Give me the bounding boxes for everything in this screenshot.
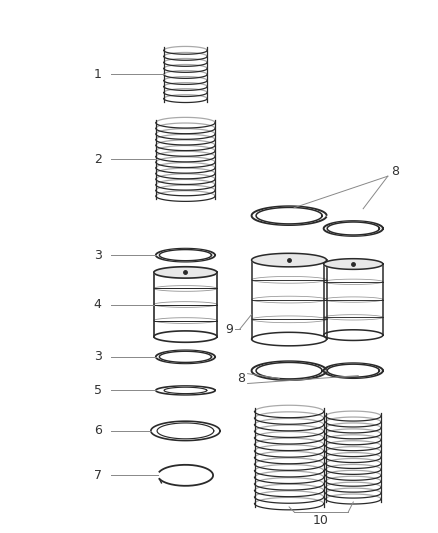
Polygon shape	[164, 387, 207, 393]
Polygon shape	[251, 260, 327, 339]
Text: 1: 1	[94, 68, 102, 81]
Polygon shape	[159, 351, 212, 362]
Text: 8: 8	[237, 372, 245, 385]
Polygon shape	[327, 222, 379, 235]
Polygon shape	[324, 221, 383, 236]
Polygon shape	[251, 206, 326, 225]
Text: 3: 3	[94, 350, 102, 364]
Polygon shape	[154, 266, 217, 278]
Text: 9: 9	[225, 322, 233, 336]
Text: 5: 5	[93, 384, 102, 397]
Polygon shape	[251, 253, 327, 267]
Polygon shape	[324, 264, 383, 335]
Polygon shape	[251, 361, 326, 380]
Polygon shape	[327, 364, 379, 377]
Polygon shape	[324, 330, 383, 341]
Polygon shape	[154, 272, 217, 337]
Text: 2: 2	[94, 153, 102, 166]
Polygon shape	[154, 331, 217, 342]
Polygon shape	[251, 332, 327, 346]
Polygon shape	[159, 249, 212, 261]
Polygon shape	[256, 362, 322, 379]
Text: 10: 10	[313, 514, 328, 527]
Polygon shape	[324, 364, 383, 378]
Polygon shape	[256, 207, 322, 224]
Text: 7: 7	[93, 469, 102, 482]
Text: 8: 8	[391, 165, 399, 177]
Text: 6: 6	[94, 424, 102, 438]
Polygon shape	[151, 421, 220, 441]
Polygon shape	[324, 259, 383, 269]
Polygon shape	[156, 248, 215, 262]
Text: 4: 4	[94, 298, 102, 311]
Polygon shape	[156, 350, 215, 364]
Text: 3: 3	[94, 249, 102, 262]
Polygon shape	[157, 423, 214, 439]
Polygon shape	[156, 386, 215, 395]
